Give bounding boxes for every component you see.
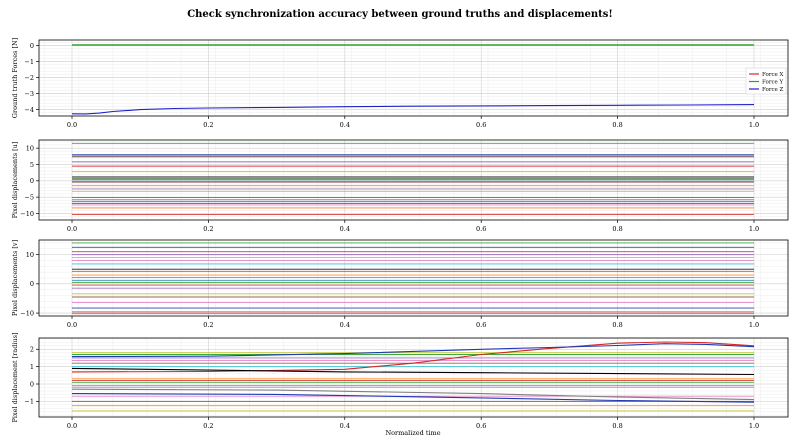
y-tick-label: 10: [26, 251, 34, 259]
axes-frame: [38, 337, 789, 418]
x-tick-label: 0.6: [476, 225, 486, 233]
x-tick-label: 1.0: [749, 225, 759, 233]
y-tick-label: −1: [24, 398, 34, 406]
y-axis-label: Ground truth Forces [N]: [11, 38, 19, 118]
y-tick-label: 5: [30, 161, 34, 169]
panel-1: 0.0 0.2 0.4 0.6 0.8 1.0 0 −1 −2 −3 −4 Ground truth …: [11, 38, 789, 129]
x-tick-label: 0.8: [612, 121, 622, 129]
y-tick-label: 0: [30, 280, 34, 288]
y-tick-label: −4: [24, 106, 34, 114]
y-tick-label: 0: [30, 177, 34, 185]
x-tick-label: 0.2: [203, 321, 213, 329]
y-tick-label: −5: [24, 193, 34, 201]
axes-frame: [38, 39, 789, 117]
x-tick-label: 0.6: [476, 321, 486, 329]
y-tick-label: −10: [20, 309, 34, 317]
series-curve: [71, 343, 755, 358]
plot-area: [39, 338, 788, 417]
x-tick-label: 0.8: [612, 225, 622, 233]
figure-title: Check synchronization accuracy between g…: [187, 9, 613, 20]
y-tick-label: 10: [26, 144, 34, 152]
x-tick-label: 1.0: [749, 121, 759, 129]
x-tick-label: 1.0: [749, 321, 759, 329]
y-tick-label: 1: [30, 363, 34, 371]
y-tick-label: 0: [30, 42, 34, 50]
legend-label: Force Y: [762, 80, 784, 86]
x-axis-label: Normalized time: [385, 429, 440, 437]
y-tick-label: 0: [30, 380, 34, 388]
y-tick-label: 2: [30, 346, 34, 354]
series-curve: [71, 367, 755, 376]
legend-label: Force Z: [762, 87, 784, 93]
series-force-z: [71, 104, 755, 115]
x-tick-label: 0.0: [67, 225, 77, 233]
x-tick-label: 0.4: [340, 225, 350, 233]
y-axis-label: Pixel displacements [u]: [11, 142, 19, 219]
x-tick-label: 0.4: [340, 321, 350, 329]
axes-frame: [38, 139, 789, 221]
x-tick-label: 0.0: [67, 422, 77, 430]
y-tick-label: −1: [24, 58, 34, 66]
x-tick-label: 0.4: [340, 121, 350, 129]
series-curve: [71, 388, 755, 401]
x-tick-label: 0.2: [203, 225, 213, 233]
x-tick-label: 0.4: [340, 422, 350, 430]
x-tick-label: 0.0: [67, 321, 77, 329]
y-tick-label: −3: [24, 90, 34, 98]
x-tick-label: 0.0: [67, 121, 77, 129]
x-tick-label: 0.2: [203, 121, 213, 129]
y-tick-label: −2: [24, 74, 34, 82]
x-tick-label: 0.6: [476, 121, 486, 129]
legend-label: Force X: [762, 72, 784, 78]
y-axis-label: Pixel displacement [radius]: [11, 333, 19, 423]
x-tick-label: 0.2: [203, 422, 213, 430]
series-curve: [71, 393, 755, 403]
x-tick-label: 0.6: [476, 422, 486, 430]
y-axis-label: Pixel displacements [v]: [11, 240, 19, 316]
x-tick-label: 1.0: [749, 422, 759, 430]
panel-4: 0.0 0.2 0.4 0.6 0.8 1.0 2 1 0 −1 Pixel displacemen…: [11, 333, 789, 430]
axes-frame: [38, 239, 789, 317]
panels: 0.0 0.2 0.4 0.6 0.8 1.0 0 −1 −2 −3 −4 Ground truth …: [11, 38, 789, 430]
series-curve: [71, 341, 755, 373]
y-tick-label: −10: [20, 210, 34, 218]
x-tick-label: 0.8: [612, 321, 622, 329]
x-tick-label: 0.8: [612, 422, 622, 430]
